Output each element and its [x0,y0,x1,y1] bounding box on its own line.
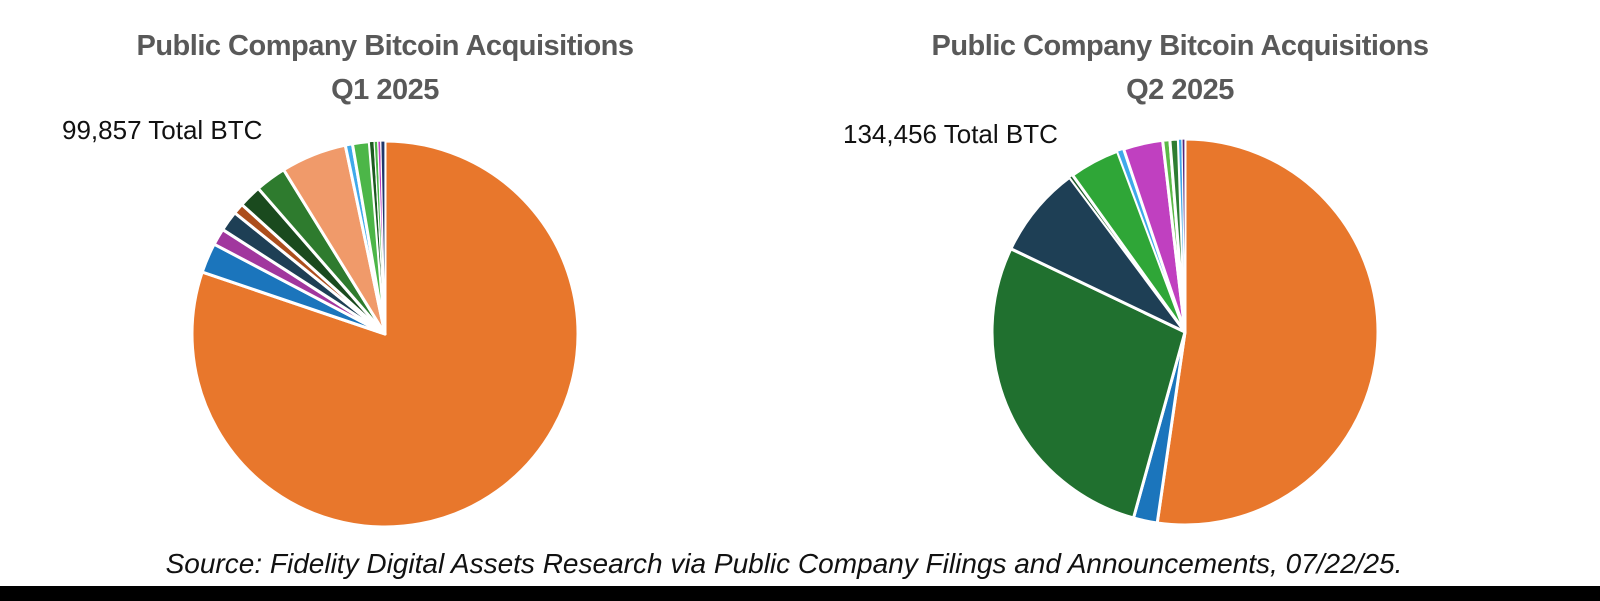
pie-slice-forest-green [990,247,1187,520]
pie-slice-dark-slate [1009,175,1187,334]
pie-slice-dark-violet-hairline [1181,138,1186,333]
pie-q1-2025 [190,139,580,529]
pie-q2-2025 [990,137,1380,527]
total-btc-label-q1: 99,857 Total BTC [62,115,263,145]
chart-title-q1-line1: Public Company Bitcoin Acquisitions [136,30,634,62]
total-btc-label-q2: 134,456 Total BTC [843,119,1058,149]
source-note: Source: Fidelity Digital Assets Research… [165,548,1403,579]
chart-title-q1: Public Company Bitcoin Acquisitions Q1 2… [85,24,685,112]
chart-title-q2: Public Company Bitcoin Acquisitions Q2 2… [880,24,1480,112]
pie-slice-navy-sliver [380,140,386,335]
chart-title-q1-line2: Q1 2025 [331,74,439,106]
pie-slice-orange-largest [1155,137,1380,527]
chart-title-q2-line1: Public Company Bitcoin Acquisitions [931,30,1429,62]
chart-title-q2-line2: Q2 2025 [1126,74,1234,106]
footer-bar [0,586,1600,601]
